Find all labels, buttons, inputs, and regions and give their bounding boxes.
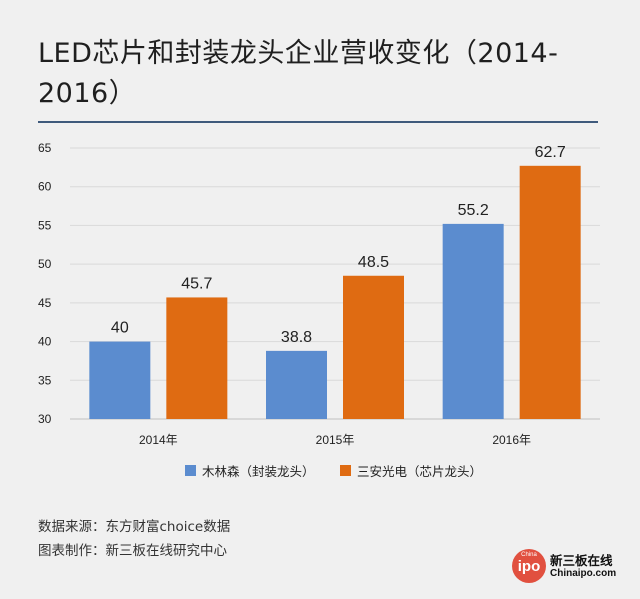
logo-brand-text: 新三板在线 <box>550 553 613 568</box>
bar <box>89 341 151 419</box>
bar-chart: 30 35 40 45 50 55 60 65 40 45.7 2014年 38.8 48.5 2015年… <box>38 141 600 447</box>
y-tick-label: 45 <box>38 296 52 310</box>
chinaipo-logo: China ipo 新三板在线 Chinaipo.com <box>512 549 616 585</box>
data-label: 45.7 <box>181 275 212 292</box>
title-divider <box>38 121 598 123</box>
data-label: 55.2 <box>458 202 489 219</box>
chart-credit-note: 图表制作：新三板在线研究中心 <box>38 543 227 559</box>
legend-label-series-1: 木林森（封装龙头） <box>202 464 315 479</box>
legend-swatch-series-2 <box>340 465 351 476</box>
logo-mark-small-text: China <box>521 552 537 558</box>
y-tick-label: 40 <box>38 335 52 349</box>
legend-item-series-2: 三安光电（芯片龙头） <box>340 461 482 480</box>
y-tick-label: 30 <box>38 412 52 426</box>
y-tick-label: 55 <box>38 218 52 232</box>
data-label: 48.5 <box>358 254 389 271</box>
logo-mark-icon: China ipo <box>512 549 546 583</box>
x-tick-label: 2016年 <box>492 433 531 447</box>
y-tick-label: 50 <box>38 257 52 271</box>
x-tick-label: 2014年 <box>139 433 178 447</box>
legend-item-series-1: 木林森（封装龙头） <box>185 461 315 480</box>
legend-label-series-2: 三安光电（芯片龙头） <box>357 464 483 479</box>
bar <box>442 223 504 419</box>
bar <box>166 297 228 419</box>
logo-site-text: Chinaipo.com <box>550 568 617 579</box>
y-tick-label: 35 <box>38 373 52 387</box>
bar <box>343 275 404 419</box>
x-tick-label: 2015年 <box>316 433 355 447</box>
bar <box>266 350 327 419</box>
data-source-note: 数据来源：东方财富choice数据 <box>38 519 231 535</box>
y-tick-label: 60 <box>38 180 52 194</box>
data-label: 38.8 <box>281 329 312 346</box>
y-tick-label: 65 <box>38 141 52 155</box>
legend-swatch-series-1 <box>185 465 196 476</box>
chart-title: LED芯片和封装龙头企业营收变化（2014-2016） <box>38 38 559 109</box>
data-label: 40 <box>111 320 129 337</box>
data-label: 62.7 <box>535 144 566 161</box>
bar <box>519 165 581 419</box>
logo-mark-text: ipo <box>517 557 541 575</box>
